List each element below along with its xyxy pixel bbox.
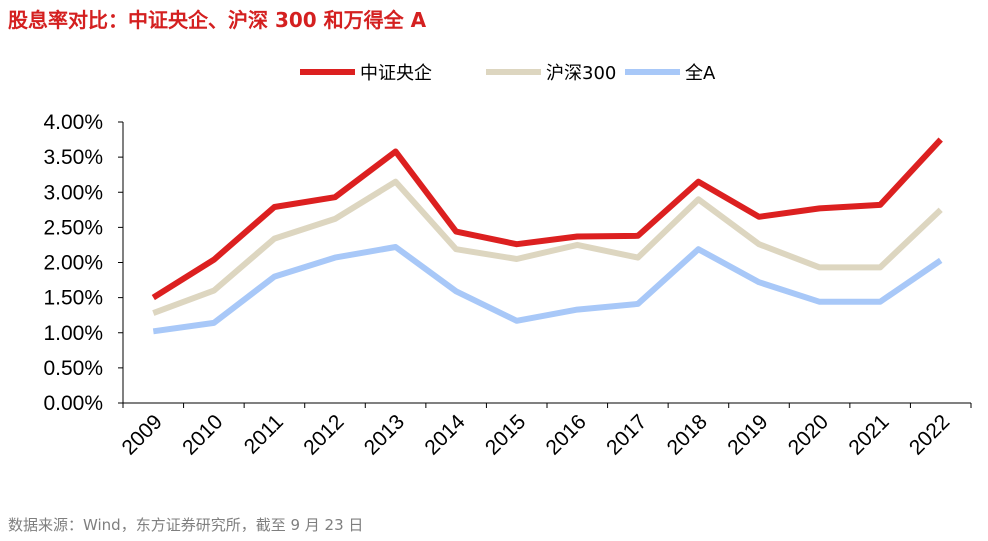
x-tick-label: 2013 xyxy=(360,410,409,459)
line-chart: 中证央企 沪深300 全A 0.00% 0.50% 1.00% 1.50% 2.00% 2.5… xyxy=(43,63,972,460)
x-tick-label: 2017 xyxy=(602,410,651,459)
legend-label: 中证央企 xyxy=(360,63,432,84)
axes: 0.00% 0.50% 1.00% 1.50% 2.00% 2.50% 3.00% 3.50%… xyxy=(43,111,972,460)
x-tick-label: 2018 xyxy=(663,410,712,459)
y-tick-label: 2.50% xyxy=(43,216,103,239)
chart-title: 股息率对比：中证央企、沪深 300 和万得全 A xyxy=(8,8,427,32)
series-line xyxy=(151,137,943,301)
y-tick-label: 2.00% xyxy=(43,252,103,275)
legend-label: 沪深300 xyxy=(546,63,616,84)
y-tick-label: 3.00% xyxy=(43,181,103,204)
x-tick-label: 2015 xyxy=(481,410,530,459)
series-group xyxy=(151,137,943,335)
x-tick-label: 2014 xyxy=(420,410,470,460)
x-tick-label: 2021 xyxy=(844,410,893,459)
series-line xyxy=(152,178,943,316)
x-tick-label: 2019 xyxy=(723,410,772,459)
x-tick-label: 2020 xyxy=(784,410,833,459)
y-tick-label: 1.50% xyxy=(43,287,103,310)
legend-label: 全A xyxy=(685,63,716,84)
series-line xyxy=(152,244,943,335)
x-tick-label: 2011 xyxy=(240,410,288,458)
x-tick-label: 2009 xyxy=(118,410,167,459)
y-tick-label: 3.50% xyxy=(43,146,103,169)
legend: 中证央企 沪深300 全A xyxy=(300,63,716,84)
x-tick-label: 2016 xyxy=(542,410,591,459)
x-tick-label: 2022 xyxy=(905,410,954,459)
y-tick-label: 4.00% xyxy=(43,111,103,134)
source-note: 数据来源：Wind，东方证券研究所，截至 9 月 23 日 xyxy=(8,516,364,534)
x-tick-label: 2012 xyxy=(299,410,348,459)
y-tick-label: 0.50% xyxy=(43,357,103,380)
y-tick-label: 1.00% xyxy=(43,322,103,345)
y-tick-label: 0.00% xyxy=(43,392,103,415)
x-tick-label: 2010 xyxy=(178,410,227,459)
